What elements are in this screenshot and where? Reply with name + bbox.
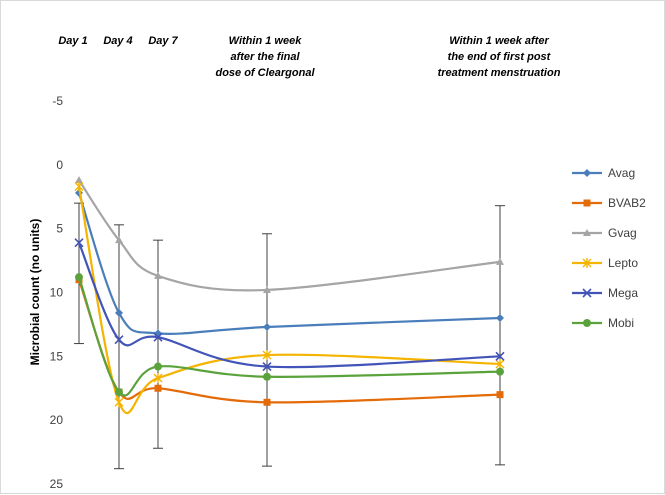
data-point-mega-2 — [114, 335, 124, 345]
data-point-bvab2-4 — [263, 398, 271, 406]
legend-label-lepto: Lepto — [608, 256, 638, 270]
timepoint-label-3-line-1: Day 7 — [148, 35, 178, 47]
legend-marker-gvag — [583, 229, 591, 236]
legend: Avag BVAB2 Gvag Lepto Mega Mobi — [572, 166, 646, 330]
data-point-lepto-4 — [262, 350, 272, 361]
series-lepto — [74, 181, 505, 415]
timepoint-label-4-line-3: dose of Cleargonal — [215, 67, 315, 79]
data-point-mega-5 — [495, 351, 505, 361]
legend-item-lepto: Lepto — [572, 256, 638, 270]
legend-item-mega: Mega — [572, 286, 638, 300]
timepoint-label-1-line-1: Day 1 — [58, 35, 87, 47]
data-point-lepto-2 — [114, 397, 124, 408]
y-tick-label: 10 — [50, 286, 64, 300]
series-line-avag — [77, 192, 501, 335]
data-point-lepto-3 — [153, 373, 163, 384]
legend-label-mobi: Mobi — [608, 316, 634, 330]
error-bars — [74, 202, 505, 470]
series-mega — [74, 238, 505, 372]
series-line-gvag — [78, 179, 501, 292]
y-tick-label: -5 — [52, 94, 63, 108]
y-axis-label: Microbial count (no units) — [28, 219, 42, 366]
legend-item-avag: Avag — [572, 166, 635, 180]
series-gvag — [75, 176, 504, 293]
data-point-gvag-2 — [115, 236, 123, 244]
legend-marker-avag — [583, 169, 591, 177]
data-point-mobi-2 — [115, 388, 123, 397]
data-point-gvag-3 — [154, 271, 162, 279]
data-point-mobi-1 — [75, 273, 83, 282]
data-point-mobi-3 — [154, 362, 162, 371]
data-point-lepto-1 — [74, 181, 84, 192]
series-bvab2 — [75, 276, 504, 406]
legend-marker-bvab2 — [583, 199, 591, 207]
data-point-gvag-5 — [496, 257, 504, 265]
y-axis-ticks: -5 0 5 10 15 20 25 — [50, 94, 64, 491]
series-line-lepto — [77, 186, 501, 415]
data-point-gvag-4 — [263, 285, 271, 293]
timepoint-label-4-line-1: Within 1 week — [229, 35, 303, 47]
data-point-mobi-5 — [496, 367, 504, 376]
series-line-bvab2 — [77, 279, 501, 404]
timepoint-label-5-line-3: treatment menstruation — [438, 67, 561, 79]
series-mobi — [75, 273, 504, 397]
data-point-avag-2 — [115, 308, 123, 317]
data-point-mobi-4 — [263, 372, 271, 381]
timepoint-label-5-line-2: the end of first post — [448, 51, 552, 63]
timepoint-labels: Day 1 Day 4 Day 7 Within 1 week after the fi… — [58, 35, 560, 79]
series-line-mobi — [77, 276, 501, 397]
legend-marker-mobi — [583, 319, 591, 327]
data-point-gvag-1 — [75, 176, 83, 184]
data-point-mega-1 — [74, 238, 84, 248]
legend-label-gvag: Gvag — [608, 226, 637, 240]
series-lines — [74, 176, 505, 415]
legend-item-gvag: Gvag — [572, 226, 637, 240]
data-point-bvab2-3 — [154, 384, 162, 392]
legend-marker-lepto — [582, 258, 592, 268]
data-point-mega-3 — [153, 332, 163, 342]
y-tick-label: 20 — [50, 413, 64, 427]
timepoint-label-5-line-1: Within 1 week after — [449, 35, 549, 47]
legend-label-bvab2: BVAB2 — [608, 196, 646, 210]
y-tick-label: 15 — [50, 349, 64, 363]
legend-label-avag: Avag — [608, 166, 635, 180]
legend-label-mega: Mega — [608, 286, 638, 300]
legend-item-bvab2: BVAB2 — [572, 196, 646, 210]
y-axis-label-group: Microbial count (no units) — [28, 219, 42, 366]
series-avag — [75, 188, 504, 338]
data-point-avag-4 — [263, 322, 271, 331]
data-point-avag-5 — [496, 314, 504, 323]
timepoint-label-4-line-2: after the final — [230, 51, 300, 63]
y-tick-label: 5 — [56, 222, 63, 236]
data-point-bvab2-5 — [496, 391, 504, 399]
data-point-mega-4 — [262, 361, 272, 372]
data-point-lepto-5 — [495, 358, 505, 369]
timepoint-label-2-line-1: Day 4 — [103, 35, 132, 47]
y-tick-label: 0 — [56, 158, 63, 172]
legend-item-mobi: Mobi — [572, 316, 634, 330]
y-tick-label: 25 — [50, 477, 64, 491]
series-line-mega — [77, 242, 501, 369]
legend-marker-mega — [582, 288, 592, 298]
